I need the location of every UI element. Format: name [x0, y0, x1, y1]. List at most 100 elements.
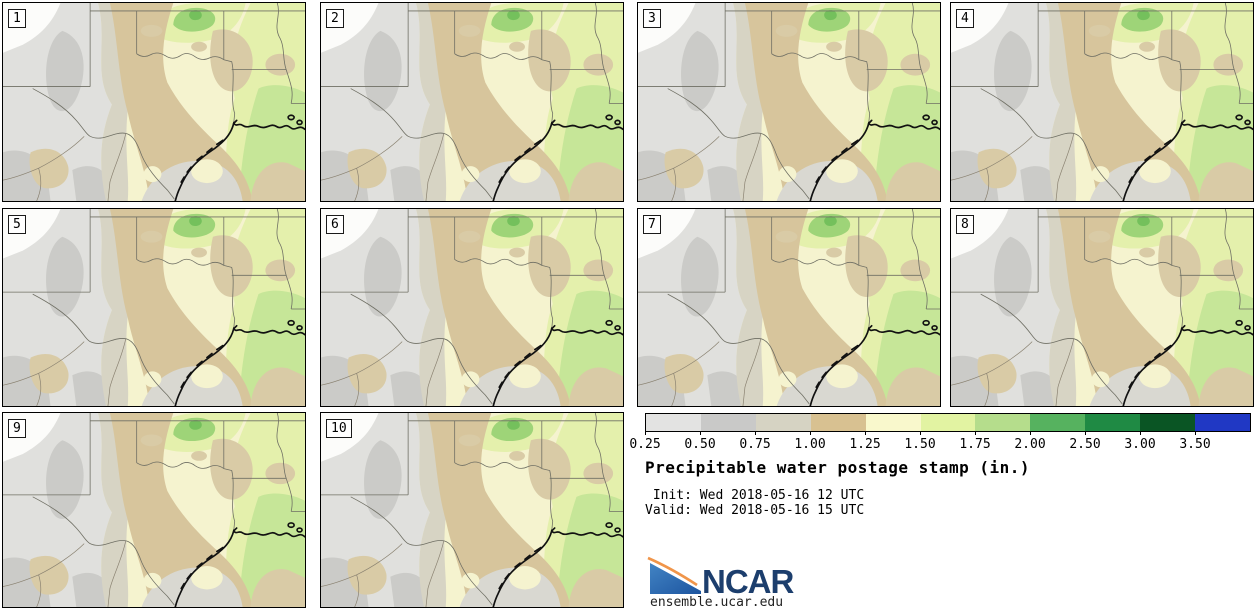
mexico-state-lines — [321, 338, 445, 406]
oklahoma-deep-green-spot — [824, 216, 837, 227]
colorbar-segment-0.25 — [646, 414, 701, 431]
ensemble-member-panel-9: 9 — [2, 412, 306, 608]
southeast-tan-region — [250, 569, 305, 607]
state-borders — [3, 209, 305, 329]
colorbar-tick — [865, 431, 866, 435]
barrier-island-ticks — [1128, 119, 1186, 183]
colorbar-tick — [920, 431, 921, 435]
coastal-cream-blob — [826, 159, 858, 184]
panhandle-tan-spot — [458, 434, 481, 447]
southwest-tan-patch — [977, 148, 1017, 189]
colorbar-ticks — [645, 431, 1250, 436]
central-tan-swath — [744, 209, 888, 406]
barrier-island-ticks — [498, 527, 556, 590]
gray-mountain-blob — [681, 236, 719, 317]
coastal-cream-blob — [509, 364, 541, 389]
colorbar-tick-label: 1.75 — [959, 437, 991, 452]
central-tan-swath — [109, 3, 253, 201]
colorbar-tick-labels: 0.25 0.50 0.75 1.00 1.25 1.50 1.75 2.00 2.50 3.00… — [629, 437, 1250, 453]
louisiana-lakes — [605, 522, 621, 533]
gray-mountain-blob — [994, 236, 1032, 317]
gray-mountain-blob — [364, 30, 402, 112]
ncar-logo-text: NCAR — [702, 563, 794, 598]
louisiana-lakes — [605, 319, 621, 331]
oklahoma-deep-green-spot — [1137, 10, 1150, 21]
east-tan-spot — [265, 53, 296, 76]
southeast-tan-region — [1198, 162, 1253, 201]
oklahoma-deep-green-spot — [189, 10, 202, 21]
southwest-tan-patch — [977, 354, 1017, 394]
northeast-tan-patch — [1158, 235, 1201, 297]
rio-grande-border — [667, 88, 810, 200]
northeast-tan-patch — [210, 29, 253, 92]
colorbar-tick — [1085, 431, 1086, 435]
gulf-coastline — [492, 121, 623, 201]
rio-cream-blob — [143, 572, 162, 589]
gray-mountain-blob — [994, 30, 1032, 112]
rio-grande-border — [350, 496, 493, 606]
gray-mountain-blob — [364, 440, 402, 519]
southeast-tan-region — [250, 162, 305, 201]
gulf-coastline — [809, 326, 940, 406]
precipitable-water-map — [321, 209, 623, 406]
state-borders — [321, 209, 623, 329]
gulf-coastline — [492, 326, 623, 406]
member-number-badge: 8 — [956, 215, 974, 234]
rio-cream-blob — [1091, 166, 1110, 183]
colorbar-tick-label: 1.00 — [794, 437, 826, 452]
rio-cream-blob — [143, 166, 162, 183]
member-number-badge: 9 — [8, 419, 26, 438]
coastal-cream-blob — [509, 566, 541, 590]
oklahoma-tan-spot — [509, 41, 525, 52]
rio-cream-blob — [461, 371, 480, 388]
ensemble-member-panel-4: 4 — [950, 2, 1254, 202]
state-borders — [321, 3, 623, 124]
panhandle-tan-spot — [140, 230, 163, 243]
ensemble-member-panel-10: 10 — [320, 412, 624, 608]
valid-time-text: Valid: Wed 2018-05-16 15 UTC — [645, 503, 865, 518]
colorbar-tick-label: 3.00 — [1124, 437, 1156, 452]
ensemble-member-panel-7: 7 — [637, 208, 941, 407]
louisiana-lakes — [605, 114, 621, 126]
precipitable-water-map — [3, 209, 305, 406]
louisiana-lakes — [922, 114, 938, 126]
colorbar-tick-label: 1.25 — [849, 437, 881, 452]
oklahoma-tan-spot — [1139, 247, 1155, 258]
oklahoma-deep-green-spot — [824, 10, 837, 21]
southwest-tan-patch — [664, 354, 704, 394]
colorbar-tick — [1140, 431, 1141, 435]
rio-cream-blob — [461, 572, 480, 589]
gray-mountain-blob — [681, 30, 719, 112]
rio-cream-blob — [461, 166, 480, 183]
southwest-tan-patch — [29, 148, 69, 189]
precipitable-water-map — [321, 3, 623, 201]
east-tan-spot — [265, 259, 296, 282]
mexico-state-lines — [3, 338, 127, 406]
southwest-tan-patch — [29, 555, 69, 595]
oklahoma-tan-spot — [1139, 41, 1155, 52]
southeast-tan-region — [568, 162, 623, 201]
oklahoma-deep-green-spot — [189, 420, 202, 430]
gray-mountain-blob — [364, 236, 402, 317]
central-tan-swath — [1057, 209, 1201, 406]
louisiana-lakes — [287, 319, 303, 331]
state-borders — [3, 413, 305, 531]
rio-cream-blob — [1091, 371, 1110, 388]
state-borders — [951, 209, 1253, 329]
precipitable-water-map — [951, 209, 1253, 406]
state-borders — [951, 3, 1253, 124]
coastal-cream-blob — [1139, 364, 1171, 389]
colorbar-tick-label: 3.50 — [1179, 437, 1211, 452]
ncar-logo: NCAR — [647, 556, 795, 598]
rio-cream-blob — [778, 371, 797, 388]
gulf-coastline — [1122, 121, 1253, 201]
southeast-tan-region — [885, 367, 940, 406]
gray-mountain-blob — [46, 236, 84, 317]
barrier-island-ticks — [180, 119, 238, 183]
barrier-island-ticks — [815, 119, 873, 183]
rio-grande-border — [32, 293, 175, 405]
louisiana-lakes — [922, 319, 938, 331]
colorbar-tick — [700, 431, 701, 435]
east-tan-spot — [583, 462, 614, 485]
panhandle-tan-spot — [140, 24, 163, 37]
